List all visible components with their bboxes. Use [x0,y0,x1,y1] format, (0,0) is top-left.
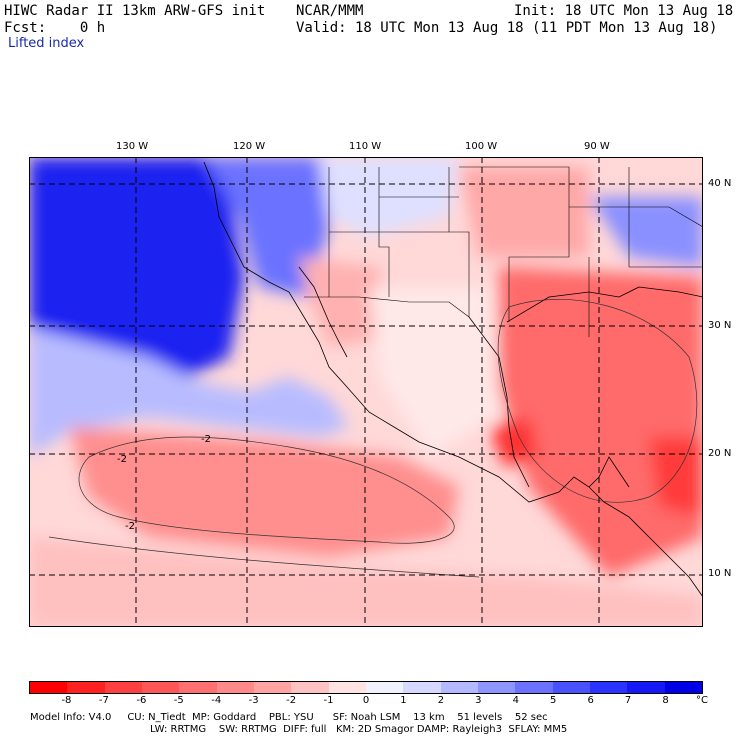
forecast-hour: Fcst: 0 h [4,20,106,36]
contour-label: -2 [125,521,135,532]
lifted-index-map: -2 -2 -2 [29,157,703,627]
legend-label: -1 [323,695,334,706]
contour-lines [48,298,698,578]
legend-unit: °C [696,695,708,706]
legend-swatch [365,682,404,693]
lon-tick-130w: 130 W [116,141,149,152]
legend-label: -3 [248,695,259,706]
lon-tick-110w: 110 W [349,141,382,152]
legend-swatch [291,682,329,693]
legend-swatch [328,682,366,693]
legend-swatch [104,682,142,693]
legend-swatch [216,682,254,693]
organization: NCAR/MMM [296,3,364,19]
legend-swatch [440,682,478,693]
lat-tick-40n: 40 N [708,178,732,189]
color-legend [29,681,703,694]
legend-swatch [179,682,217,693]
legend-label: 7 [624,695,632,706]
legend-label: 1 [400,695,407,706]
legend-label: 6 [587,695,594,706]
legend-swatch [552,682,590,693]
lat-tick-10n: 10 N [708,568,732,579]
field-name: Lifted index [8,36,85,51]
field-shading [29,157,703,627]
model-info-line2: LW: RRTMG SW: RRTMG DIFF: full KM: 2D Sm… [150,724,568,735]
legend-label: 8 [662,695,669,706]
contour-label: -2 [117,454,127,465]
legend-swatch [141,682,180,693]
legend-swatch [67,682,105,693]
lon-tick-100w: 100 W [465,141,498,152]
legend-label: -7 [98,695,109,706]
contour-label: -2 [201,434,211,445]
lat-lon-grid [29,157,703,627]
model-title: HIWC Radar II 13km ARW-GFS init [4,3,266,19]
legend-swatch [664,682,702,693]
legend-label: -4 [211,695,222,706]
legend-swatch [30,682,68,693]
legend-label: -6 [136,695,147,706]
legend-label: 2 [437,695,445,706]
coastlines [203,161,703,598]
legend-label: -5 [173,695,184,706]
lon-tick-120w: 120 W [233,141,266,152]
legend-label: -8 [61,695,72,706]
init-time: Init: 18 UTC Mon 13 Aug 18 [514,3,734,19]
legend-swatch [515,682,553,693]
legend-swatch [477,682,516,693]
map-border [29,157,703,627]
legend-label: 3 [475,695,482,706]
political-borders [304,166,703,337]
legend-swatch [253,682,292,693]
valid-time: Valid: 18 UTC Mon 13 Aug 18 (11 PDT Mon … [296,20,718,36]
lat-tick-20n: 20 N [708,448,732,459]
legend-swatch [589,682,628,693]
legend-label: 0 [362,695,370,706]
legend-label: -2 [286,695,297,706]
legend-label: 4 [512,695,519,706]
legend-swatch [627,682,665,693]
legend-label: 5 [550,695,557,706]
legend-swatch [403,682,441,693]
lat-tick-30n: 30 N [708,320,732,331]
model-info-line1: Model Info: V4.0 CU: N_Tiedt MP: Goddard… [30,712,548,723]
lon-tick-90w: 90 W [584,141,610,152]
